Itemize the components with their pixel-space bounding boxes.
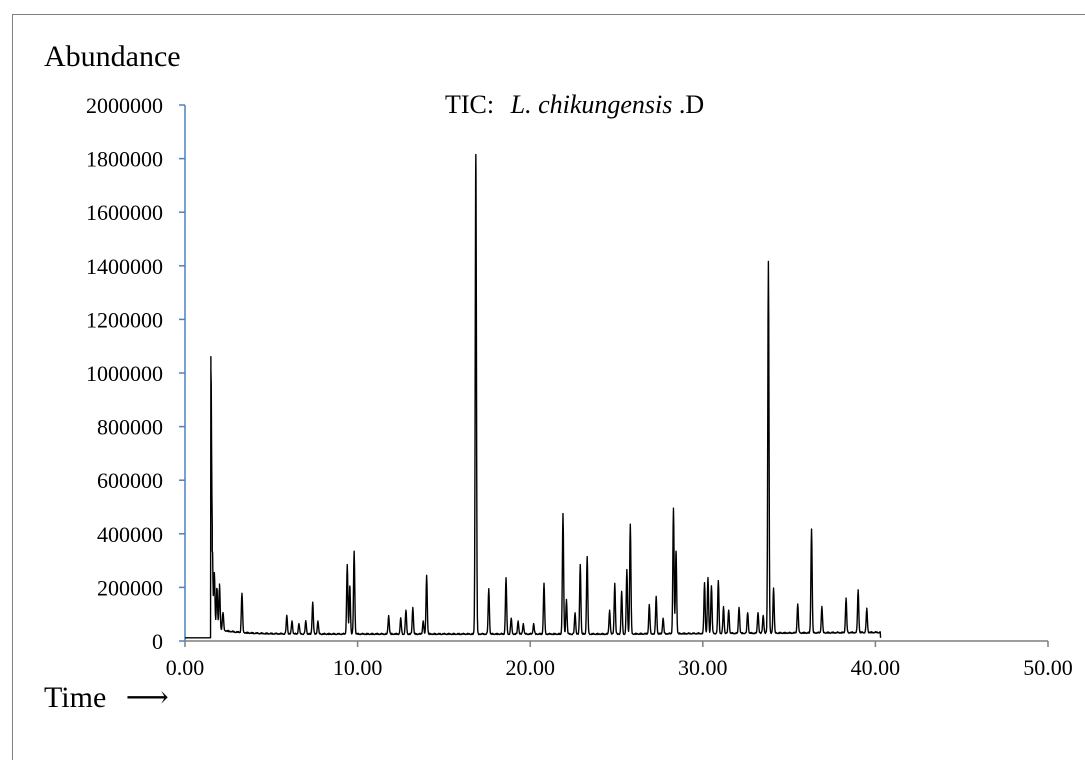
- y-tick-label: 600000: [97, 468, 163, 493]
- chart-frame: [12, 14, 1085, 760]
- y-tick-label: 2000000: [86, 93, 163, 118]
- x-axis-label-text: Time: [44, 681, 106, 714]
- x-tick-label: 50.00: [1023, 655, 1073, 680]
- y-tick-label: 1600000: [86, 200, 163, 225]
- y-tick-label: 800000: [97, 415, 163, 440]
- x-tick-label: 30.00: [678, 655, 728, 680]
- x-tick-label: 40.00: [851, 655, 901, 680]
- x-axis-arrow-icon: ⟶: [126, 681, 169, 714]
- y-tick-label: 1200000: [86, 307, 163, 332]
- x-axis-label: Time ⟶: [44, 681, 169, 714]
- x-axis-ticks: 0.00 10.00 20.00 30.00 40.00 50.00: [166, 641, 1073, 680]
- x-tick-label: 10.00: [333, 655, 383, 680]
- y-tick-label: 1000000: [86, 361, 163, 386]
- x-tick-label: 0.00: [166, 655, 205, 680]
- y-tick-label: 200000: [97, 575, 163, 600]
- y-axis-label: Abundance: [44, 40, 181, 73]
- y-tick-label: 400000: [97, 522, 163, 547]
- y-tick-label: 1800000: [86, 147, 163, 172]
- chart-title-species: L. chikungensis: [510, 90, 673, 119]
- y-axis-ticks: 0 200000 400000 600000 800000 1000000 1200000 1…: [86, 93, 185, 654]
- chart-title-prefix: TIC:: [445, 90, 494, 119]
- y-tick-label: 1400000: [86, 254, 163, 279]
- chart-title: TIC: L. chikungensis .D: [445, 90, 704, 119]
- x-tick-label: 20.00: [505, 655, 555, 680]
- y-tick-label: 0: [152, 629, 163, 654]
- tic-trace-line: [185, 153, 882, 639]
- chart-title-suffix: .D: [679, 90, 704, 119]
